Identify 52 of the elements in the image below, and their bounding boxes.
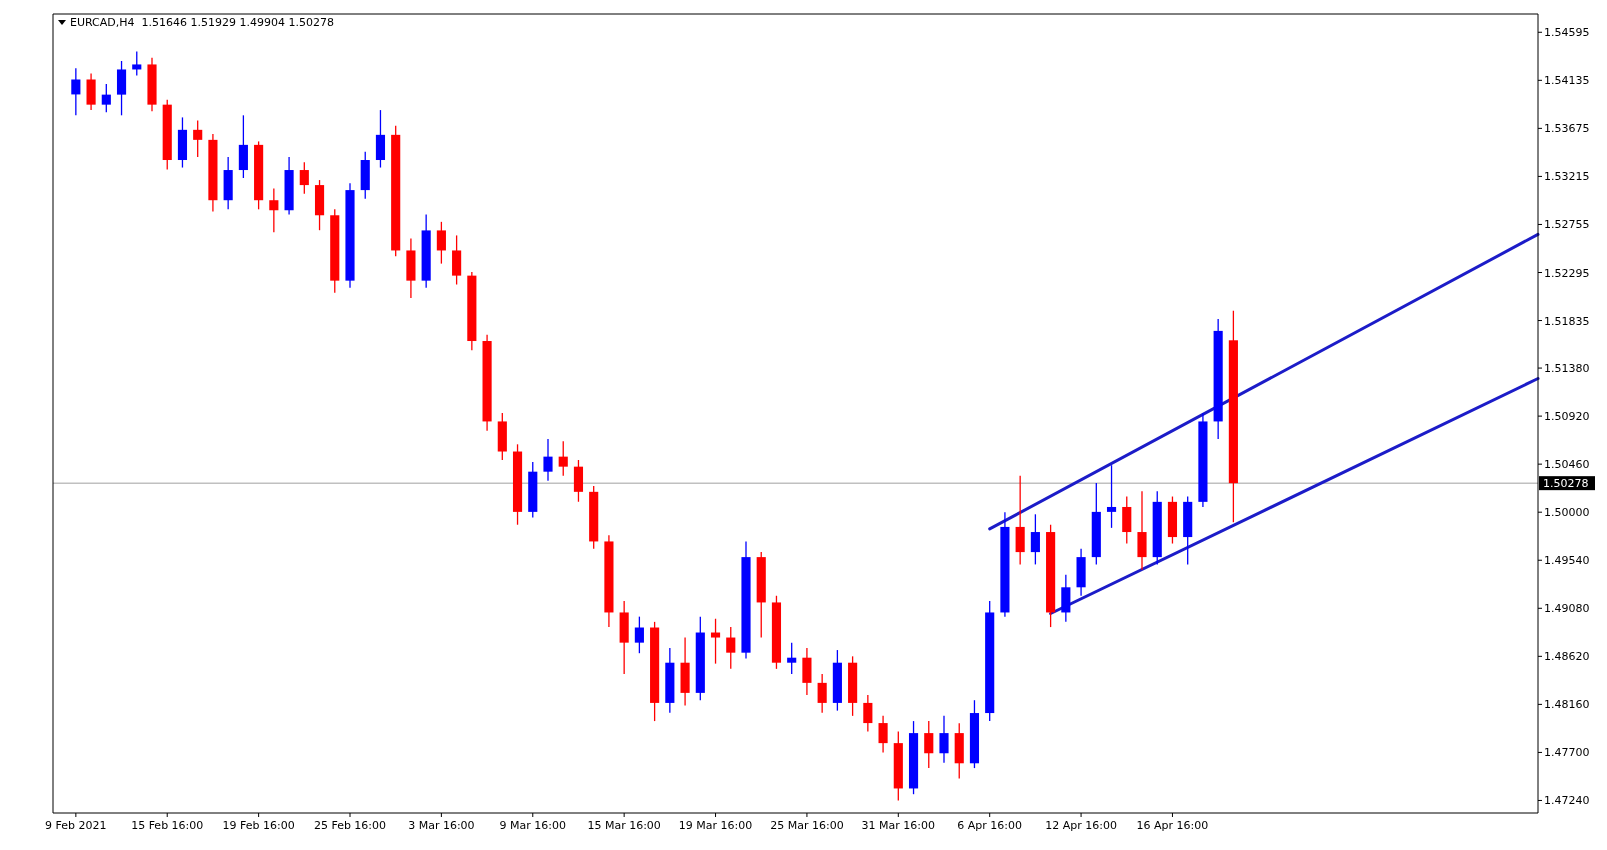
candlestick	[634, 615, 644, 654]
candlestick	[193, 119, 203, 158]
candlestick	[710, 618, 721, 665]
candlestick	[436, 221, 446, 265]
y-tick-label: 1.48160	[1544, 698, 1590, 712]
y-tick-label: 1.51380	[1544, 362, 1590, 376]
candlestick	[543, 438, 553, 482]
y-tick-label: 1.54595	[1544, 26, 1590, 40]
ref-line-label: 1.50278	[1543, 477, 1589, 491]
x-tick-label: 6 Apr 16:00	[957, 819, 1023, 832]
candlestick	[71, 67, 81, 116]
x-tick-label: 15 Feb 16:00	[131, 819, 204, 832]
x-tick-label: 9 Mar 16:00	[499, 819, 566, 832]
candlestick	[1106, 464, 1117, 529]
candlestick	[299, 161, 309, 195]
x-tick-label: 19 Mar 16:00	[678, 819, 753, 832]
x-tick-label: 19 Feb 16:00	[222, 819, 295, 832]
chart-title: EURCAD,H4 1.51646 1.51929 1.49904 1.50278	[70, 16, 334, 29]
candlestick	[269, 187, 279, 233]
y-tick-label: 1.50460	[1544, 458, 1590, 472]
candlestick	[924, 720, 934, 769]
y-tick-label: 1.52295	[1544, 266, 1590, 280]
y-tick-label: 1.54135	[1544, 74, 1590, 88]
candlestick	[939, 715, 949, 764]
x-tick-label: 25 Mar 16:00	[770, 819, 844, 832]
x-tick-label: 9 Feb 2021	[45, 819, 107, 832]
x-tick-label: 15 Mar 16:00	[587, 819, 661, 832]
x-tick-label: 3 Mar 16:00	[408, 819, 475, 832]
y-tick-label: 1.50920	[1544, 410, 1590, 424]
candlestick	[101, 83, 111, 113]
y-tick-label: 1.49540	[1544, 554, 1590, 568]
candlestick	[863, 694, 873, 733]
candlestick	[132, 50, 142, 77]
candlestick	[878, 715, 888, 754]
candlestick	[817, 673, 827, 714]
y-tick-label: 1.52755	[1544, 218, 1590, 232]
y-tick-label: 1.53675	[1544, 122, 1590, 136]
candlestick	[1030, 513, 1040, 566]
y-tick-label: 1.48620	[1544, 650, 1590, 664]
y-tick-label: 1.49080	[1544, 602, 1590, 616]
candlestick	[726, 626, 736, 670]
x-tick-label: 31 Mar 16:00	[861, 819, 936, 832]
y-tick-label: 1.47240	[1544, 794, 1590, 808]
candlestick	[787, 642, 797, 675]
x-tick-label: 16 Apr 16:00	[1136, 819, 1209, 832]
x-tick-label: 12 Apr 16:00	[1045, 819, 1117, 832]
y-tick-label: 1.47700	[1544, 746, 1590, 760]
y-tick-label: 1.51835	[1544, 314, 1590, 328]
x-tick-label: 25 Feb 16:00	[313, 819, 387, 832]
y-tick-label: 1.53215	[1544, 170, 1590, 184]
candlestick	[558, 440, 568, 477]
y-tick-label: 1.50000	[1544, 506, 1590, 520]
